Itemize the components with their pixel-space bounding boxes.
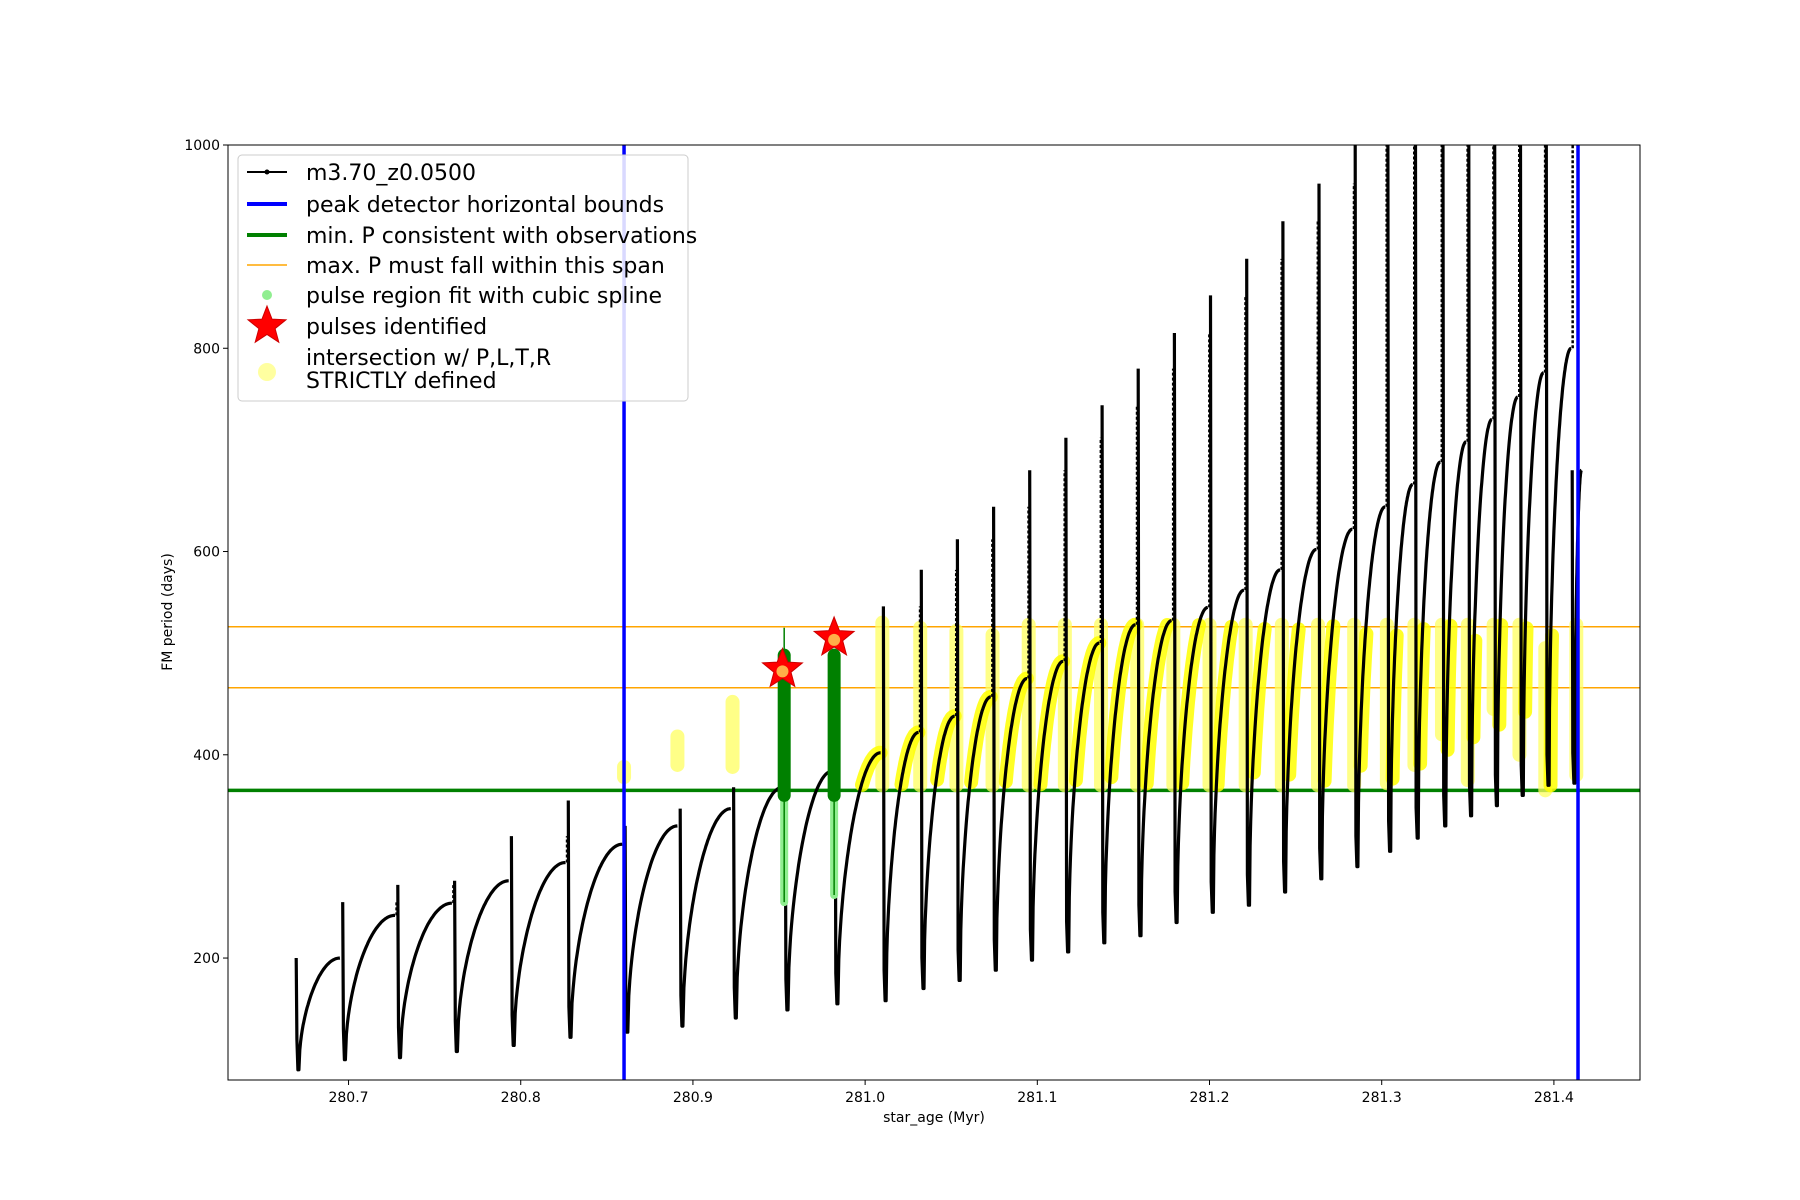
legend-label-6-line2: STRICTLY defined (306, 369, 497, 394)
pulse-star-center (828, 633, 841, 646)
x-tick-label: 281.2 (1189, 1090, 1229, 1106)
model-cycle (1544, 145, 1573, 787)
legend-label-5: pulses identified (306, 315, 487, 340)
model-cycle (1467, 145, 1494, 818)
model-cycle (1386, 145, 1414, 853)
model-cycle (732, 785, 784, 1020)
model-cycle (566, 800, 623, 1039)
pulses-identified-layer (761, 615, 856, 688)
legend-handle-star (246, 304, 288, 344)
legend-label-2: min. P consistent with observations (306, 224, 697, 249)
model-cycle (294, 956, 341, 1072)
model-cycle (1317, 183, 1354, 881)
model-cycle (341, 902, 396, 1062)
model-cycle (833, 751, 882, 1006)
model-cycle (919, 569, 956, 991)
model-cycle (1136, 368, 1173, 938)
legend-label-0: m3.70_z0.0500 (306, 161, 476, 186)
legend-box (237, 154, 689, 402)
model-cycle (1281, 221, 1318, 894)
model-cycle (1100, 405, 1137, 945)
model-cycle (396, 884, 453, 1060)
pulse-star-center (776, 665, 789, 678)
model-cycle (1208, 295, 1245, 914)
model-cycle (509, 836, 567, 1047)
x-tick-label: 280.9 (673, 1090, 713, 1106)
y-tick-label: 800 (193, 341, 220, 357)
y-axis-label: FM period (days) (160, 553, 176, 671)
legend-handle-big-dot (258, 363, 276, 381)
y-axis-ticks: 200 400 600 800 1000 (184, 138, 228, 967)
model-cycle (1245, 258, 1282, 907)
model-track-layer (294, 145, 1583, 1072)
legend-label-3: max. P must fall within this span (306, 254, 665, 279)
model-cycle (955, 539, 992, 982)
plot-frame (227, 144, 1641, 1081)
model-cycle (1441, 145, 1468, 828)
legend-label-1: peak detector horizontal bounds (306, 193, 664, 218)
model-cycle (783, 769, 834, 1012)
x-tick-label: 281.0 (845, 1090, 885, 1106)
x-tick-label: 281.3 (1362, 1090, 1402, 1106)
x-tick-label: 280.7 (328, 1090, 368, 1106)
x-tick-label: 281.4 (1534, 1090, 1574, 1106)
model-cycle (1413, 145, 1442, 840)
model-cycle (1353, 145, 1387, 869)
x-axis-label: star_age (Myr) (883, 1110, 985, 1126)
x-tick-label: 281.1 (1017, 1090, 1057, 1106)
model-cycle (623, 824, 678, 1034)
y-tick-label: 400 (193, 748, 220, 764)
model-cycle (1172, 332, 1209, 925)
legend-label-6: intersection w/ P,L,T,R (306, 346, 551, 371)
model-cycle (1493, 145, 1519, 808)
model-cycle (678, 807, 732, 1028)
model-cycle (1028, 470, 1065, 962)
x-tick-label: 280.8 (501, 1090, 541, 1106)
model-cycle (1064, 437, 1101, 954)
legend-handle-dot (262, 290, 272, 300)
y-tick-label: 200 (193, 951, 220, 967)
legend-label-4: pulse region fit with cubic spline (306, 284, 662, 309)
legend-handle-dot (264, 169, 270, 175)
model-cycle (453, 879, 510, 1054)
x-axis-ticks: 280.7 280.8 280.9 281.0 281.1 281.2 281.3 281.4 (328, 1080, 1574, 1106)
model-cycle (881, 606, 920, 1003)
y-tick-label: 1000 (184, 138, 220, 154)
model-cycle (1518, 145, 1545, 797)
model-cycle (992, 506, 1028, 972)
y-tick-label: 600 (193, 545, 220, 561)
